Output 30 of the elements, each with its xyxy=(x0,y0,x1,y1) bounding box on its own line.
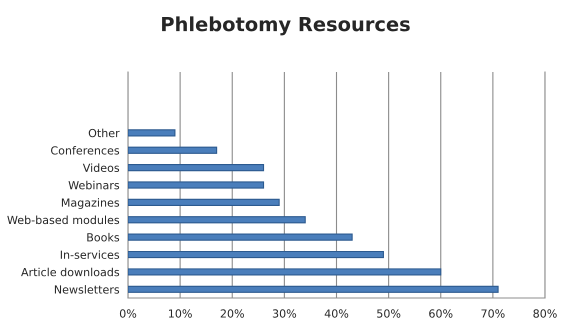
chart-title: Phlebotomy Resources xyxy=(162,16,410,36)
bar xyxy=(128,146,218,154)
x-tick-label: 50% xyxy=(377,309,400,318)
x-tick-label: 70% xyxy=(481,309,505,318)
y-tick-label: Other xyxy=(88,128,120,138)
bar xyxy=(128,286,499,293)
bar xyxy=(128,268,442,276)
bar xyxy=(128,216,306,224)
bar xyxy=(128,250,384,258)
y-tick-label: Conferences xyxy=(51,146,120,155)
x-tick-label: 20% xyxy=(220,309,244,318)
y-tick-label: In-services xyxy=(60,250,120,259)
bar xyxy=(128,181,264,189)
y-tick-label: Web-based modules xyxy=(7,216,120,224)
x-tick-label: 80% xyxy=(533,309,557,318)
bar xyxy=(128,129,176,136)
y-tick-label: Article downloads xyxy=(21,268,120,276)
y-tick-label: Webinars xyxy=(68,180,120,190)
x-tick-label: 40% xyxy=(324,309,348,318)
y-tick-label: Books xyxy=(87,232,120,242)
x-tick-label: 0% xyxy=(120,309,136,318)
x-tick-label: 10% xyxy=(168,309,192,318)
bar xyxy=(128,234,353,241)
y-tick-label: Magazines xyxy=(62,198,120,209)
x-tick-label: 30% xyxy=(272,309,296,318)
y-tick-label: Newsletters xyxy=(54,285,120,294)
bar xyxy=(128,198,280,206)
y-tick-label: Videos xyxy=(82,163,120,172)
x-tick-label: 60% xyxy=(429,309,452,318)
bar xyxy=(128,164,264,172)
